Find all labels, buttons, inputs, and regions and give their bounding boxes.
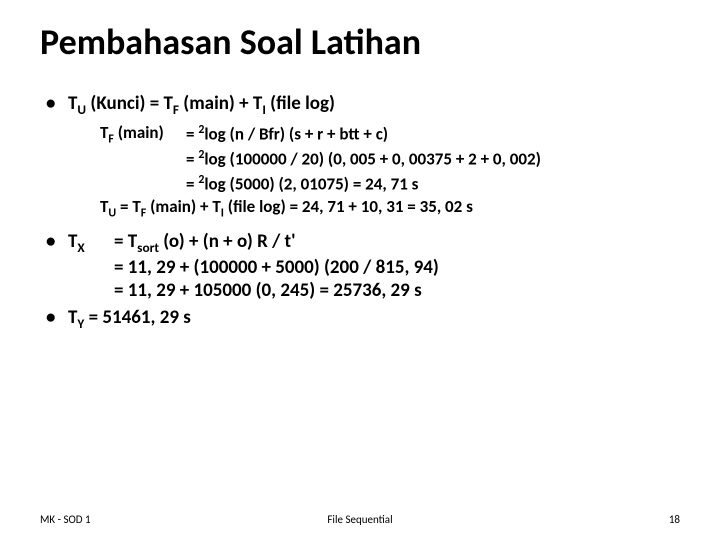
footer-page-number: 18: [669, 513, 680, 526]
tf-main-block: TF (main) = 2log (n / Bfr) (s + r + btt …: [100, 122, 680, 222]
bullet-tx: • TX = Tsort (o) + (n + o) R / t' = 11, …: [40, 230, 680, 302]
bullet-tu-text: TU (Kunci) = TF (main) + TI (file log): [68, 92, 680, 118]
tf-line3: = 2log (5000) (2, 01075) = 24, 71 s: [186, 172, 680, 197]
tx-line2: = 11, 29 + (100000 + 5000) (200 / 815, 9…: [114, 256, 680, 279]
ty-text: TY = 51461, 29 s: [68, 306, 680, 332]
bullet-tu: • TU (Kunci) = TF (main) + TI (file log): [40, 92, 680, 118]
slide-title: Pembahasan Soal Latihan: [40, 20, 680, 64]
footer-left: MK - SOD 1: [40, 513, 91, 526]
bullet-marker: •: [40, 92, 68, 115]
footer-center: File Sequential: [327, 513, 392, 526]
tx-line3: = 11, 29 + 105000 (0, 245) = 25736, 29 s: [114, 279, 680, 302]
bullet-marker: •: [40, 230, 68, 253]
tf-line1: = 2log (n / Bfr) (s + r + btt + c): [186, 122, 680, 147]
tx-line1: = Tsort (o) + (n + o) R / t': [114, 230, 680, 256]
tu-sum: TU = TF (main) + TI (file log) = 24, 71 …: [100, 196, 680, 221]
tf-line2: = 2log (100000 / 20) (0, 005 + 0, 00375 …: [186, 147, 680, 172]
bullet-marker: •: [40, 306, 68, 329]
bullet-ty: • TY = 51461, 29 s: [40, 306, 680, 332]
tx-label: TX: [68, 230, 114, 256]
tf-label: TF (main): [100, 122, 186, 147]
slide-footer: MK - SOD 1 File Sequential 18: [0, 513, 720, 526]
